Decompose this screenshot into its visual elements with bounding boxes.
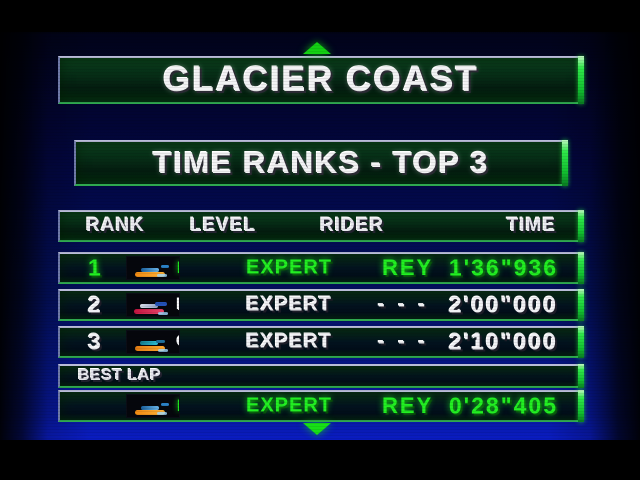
cell-rank: 2 xyxy=(88,291,102,318)
cell-rider: REY xyxy=(382,255,434,280)
cell-rider: - - - xyxy=(378,293,430,316)
cell-rank: 1 xyxy=(88,254,102,281)
table-row[interactable]: 3 C EXPERT - - - 2'10"000 xyxy=(58,326,584,358)
craft-class-badge: N xyxy=(177,259,179,276)
cell-time: 2'00"000 xyxy=(448,291,558,318)
page-title: GLACIER COAST xyxy=(163,60,479,99)
jetski-orange-icon: N xyxy=(126,394,180,418)
cell-level: EXPERT xyxy=(246,330,333,353)
best-lap-header: BEST LAP xyxy=(58,364,584,388)
jetski-orange-icon: N xyxy=(126,256,180,280)
mode-subtitle-plate: TIME RANKS - TOP 3 xyxy=(74,140,568,186)
craft-class-badge: N xyxy=(177,397,179,414)
mode-subtitle: TIME RANKS - TOP 3 xyxy=(153,145,489,180)
jetski-red-icon: N xyxy=(126,293,180,317)
cell-time: 0'28"405 xyxy=(448,392,558,419)
cell-level: EXPERT xyxy=(246,293,333,316)
course-title-plate: GLACIER COAST xyxy=(58,56,584,104)
letterbox-top xyxy=(0,0,640,32)
cell-level: EXPERT xyxy=(246,394,333,417)
header-rider: RIDER xyxy=(320,215,385,236)
table-row[interactable]: 1 N EXPERT REY 1'36"936 xyxy=(58,252,584,284)
table-header-row: RANK LEVEL RIDER TIME xyxy=(58,210,584,242)
cell-rank: 3 xyxy=(88,328,102,355)
cell-time: 2'10"000 xyxy=(448,328,558,355)
arrow-down-icon[interactable] xyxy=(303,423,331,435)
table-row[interactable]: 2 N EXPERT - - - 2'00"000 xyxy=(58,289,584,321)
header-rank: RANK xyxy=(86,215,145,236)
craft-class-badge: C xyxy=(177,333,179,350)
header-level: LEVEL xyxy=(190,215,257,236)
craft-class-badge: N xyxy=(177,296,179,313)
cell-rider: - - - xyxy=(378,330,430,353)
arrow-up-icon[interactable] xyxy=(303,42,331,54)
best-lap-row[interactable]: N EXPERT REY 0'28"405 xyxy=(58,390,584,422)
best-lap-label: BEST LAP xyxy=(78,367,162,384)
header-time: TIME xyxy=(506,215,556,236)
cell-level: EXPERT xyxy=(246,256,333,279)
letterbox-bottom xyxy=(0,440,640,480)
cell-rider: REY xyxy=(382,393,434,418)
jetski-teal-icon: C xyxy=(126,330,180,354)
cell-time: 1'36"936 xyxy=(448,254,558,281)
